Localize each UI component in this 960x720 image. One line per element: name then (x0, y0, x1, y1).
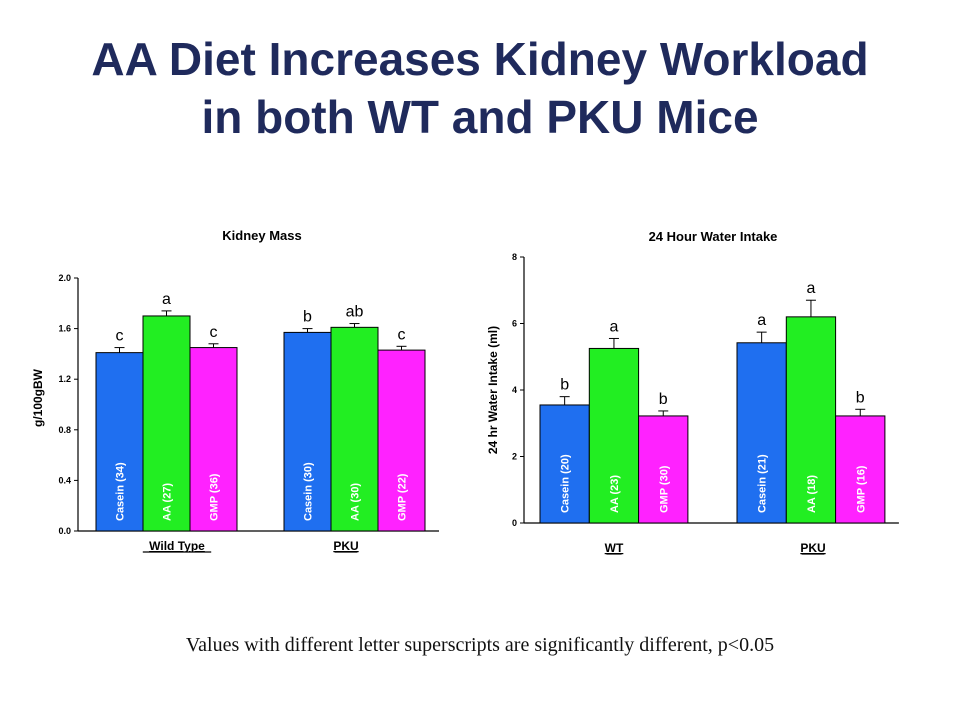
bar-aa (330, 326, 379, 532)
bar-label: AA (27) (162, 483, 174, 521)
bar-label: GMP (36) (209, 473, 221, 521)
bar-gmp (189, 347, 238, 532)
bar-label: Casein (20) (560, 454, 572, 513)
group-label: PKU (333, 539, 358, 553)
significance-letter: c (116, 328, 124, 345)
significance-letter: b (303, 309, 312, 326)
y-tick-label: 0.8 (58, 425, 71, 435)
bar-label: GMP (16) (855, 465, 867, 513)
slide-title-line-2: in both WT and PKU Mice (201, 91, 759, 143)
bar-label: GMP (22) (397, 473, 409, 521)
bar-label: GMP (30) (658, 465, 670, 513)
group-label: WT (605, 541, 624, 555)
y-tick-label: 1.2 (58, 374, 71, 384)
footnote: Values with different letter superscript… (185, 634, 775, 656)
group-label: Wild Type (149, 539, 205, 553)
significance-letter: a (757, 312, 766, 329)
bar-casein (736, 342, 787, 524)
significance-letter: b (856, 389, 865, 406)
significance-letter: a (806, 280, 815, 297)
y-tick-label: 8 (512, 252, 517, 262)
bar-label: AA (30) (350, 483, 362, 521)
bar-label: Casein (21) (757, 454, 769, 513)
bar-label: Casein (30) (303, 462, 315, 521)
y-tick-label: 2.0 (58, 273, 71, 283)
y-tick-label: 6 (512, 319, 517, 329)
y-axis-label: g/100gBW (31, 368, 45, 427)
slide-title: AA Diet Increases Kidney Workload in bot… (0, 30, 960, 146)
bar-aa (785, 316, 837, 524)
significance-letter: ab (346, 304, 364, 321)
significance-letter: c (398, 326, 406, 343)
bar-aa (142, 315, 191, 532)
bar-gmp (835, 415, 886, 524)
y-tick-label: 0 (512, 518, 517, 528)
significance-letter: a (609, 318, 618, 335)
bar-label: AA (18) (806, 475, 818, 513)
y-tick-label: 2 (512, 452, 517, 462)
bar-label: AA (23) (609, 475, 621, 513)
significance-letter: c (210, 324, 218, 341)
bar-aa (588, 347, 640, 524)
group-label: PKU (800, 541, 825, 555)
y-tick-label: 0.0 (58, 526, 71, 536)
chart-title: 24 Hour Water Intake (649, 229, 778, 244)
significance-letter: b (659, 391, 668, 408)
chart-title: Kidney Mass (222, 228, 301, 243)
significance-letter: b (560, 377, 569, 394)
bar-casein (283, 331, 332, 532)
y-tick-label: 0.4 (58, 475, 71, 485)
y-axis-label: 24 hr Water Intake (ml) (486, 326, 500, 454)
y-tick-label: 1.6 (58, 324, 71, 334)
bar-gmp (377, 349, 426, 532)
slide-title-line-1: AA Diet Increases Kidney Workload (91, 33, 869, 85)
significance-letter: a (162, 291, 171, 308)
bar-label: Casein (34) (115, 462, 127, 521)
bar-casein (95, 352, 144, 532)
y-tick-label: 4 (512, 385, 517, 395)
